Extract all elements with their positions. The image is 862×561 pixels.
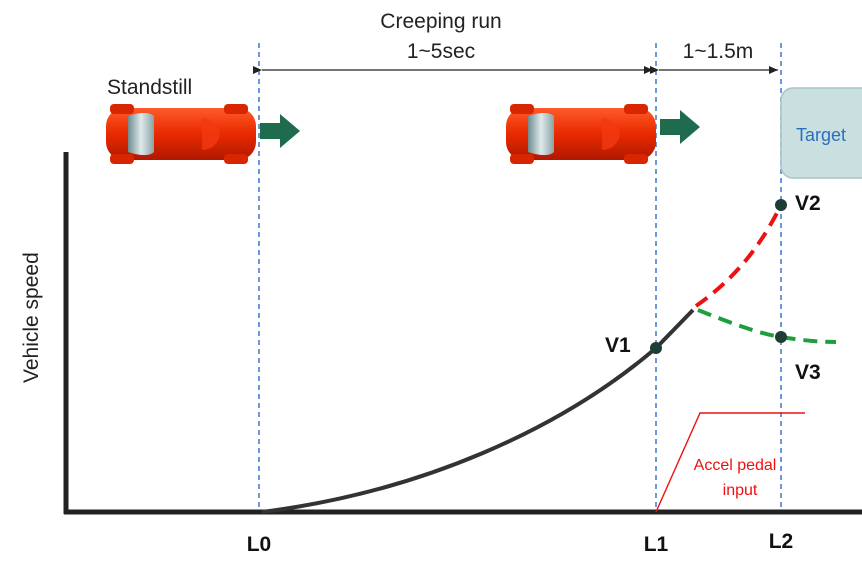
y-axis-label: Vehicle speed [20, 252, 43, 383]
v1-point [650, 342, 662, 354]
decelerate-branch [697, 308, 837, 344]
arrow-icon-creeping [660, 110, 700, 144]
accel-pedal-label-line2: input [723, 482, 758, 499]
car-icon-creeping [506, 104, 656, 164]
creeping-run-duration: 1~5sec [407, 40, 475, 63]
car-icon-standstill [106, 104, 256, 164]
approach-distance-label: 1~1.5m [683, 40, 754, 63]
l0-label: L0 [247, 533, 272, 556]
arrow-icon-standstill [260, 114, 300, 148]
creeping-run-title: Creeping run [380, 10, 501, 33]
accelerate-branch [694, 204, 783, 308]
standstill-label: Standstill [107, 76, 192, 99]
target-box [780, 87, 862, 179]
speed-curve [261, 308, 695, 514]
accel-pedal-label-line1: Accel pedal [694, 457, 777, 474]
l1-label: L1 [644, 533, 669, 556]
v3-label: V3 [795, 361, 821, 384]
target-label: Target [796, 125, 846, 145]
v2-label: V2 [795, 192, 821, 215]
v1-label: V1 [605, 334, 631, 357]
accel-pedal-input-line [655, 412, 805, 513]
l2-label: L2 [769, 530, 794, 553]
v3-point [775, 331, 787, 343]
v2-point [775, 199, 787, 211]
